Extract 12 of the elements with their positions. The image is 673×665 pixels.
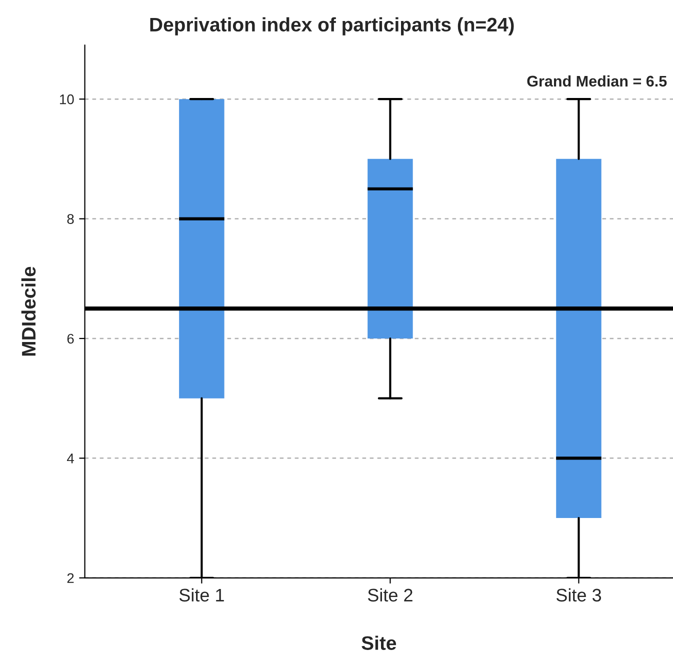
ref-line-label: Grand Median = 6.5 [527,75,667,87]
y-axis-title: MDIdecile [21,266,36,356]
x-tick-label: Site 3 [556,588,602,602]
y-tick-label: 8 [67,214,74,224]
y-tick-label: 10 [60,94,74,104]
x-axis-title: Site [362,636,396,650]
x-tick-label: Site 2 [368,588,412,602]
y-tick-label: 6 [67,334,74,344]
chart-title: Deprivation index of participants (n=24) [150,17,514,36]
y-tick-label: 2 [67,573,74,583]
x-tick-label: Site 1 [179,588,224,602]
y-tick-label: 4 [66,454,74,464]
